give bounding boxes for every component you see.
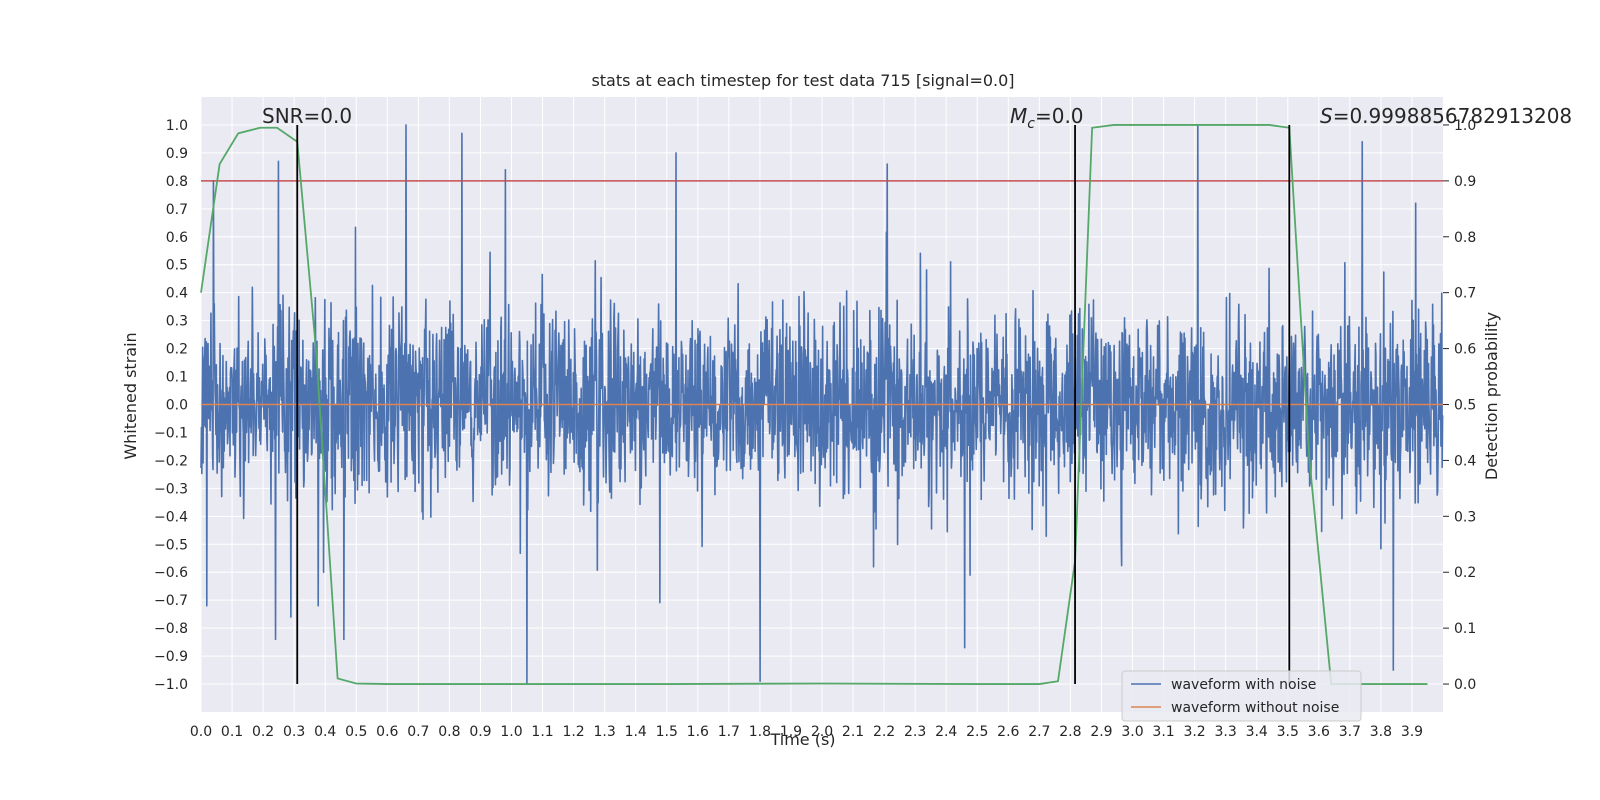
y2-tick-label: 1.0 <box>1454 118 1476 134</box>
x-tick-label: 1.1 <box>531 724 553 740</box>
x-tick-label: 0.9 <box>469 724 491 740</box>
x-tick-label: 2.4 <box>935 724 957 740</box>
series-detection-probability <box>200 124 1428 685</box>
x-tick-label: 3.6 <box>1308 724 1330 740</box>
x-tick-label: 3.4 <box>1246 724 1268 740</box>
x-tick-label: 1.2 <box>562 724 584 740</box>
x-tick-label: 1.8 <box>749 724 771 740</box>
y-tick-label: −0.4 <box>154 509 188 525</box>
x-tick-label: 0.3 <box>283 724 305 740</box>
legend-box <box>1121 670 1362 722</box>
legend-label-waveform-without-noise: waveform without noise <box>1171 700 1339 716</box>
y-tick-label: 1.0 <box>166 118 188 134</box>
y-tick-label: 0.5 <box>166 258 188 274</box>
x-tick-label: 2.1 <box>842 724 864 740</box>
y2-tick-label: 0.4 <box>1454 453 1476 469</box>
y-tick-label: 0.2 <box>166 342 188 358</box>
x-tick-label: 1.5 <box>656 724 678 740</box>
vertical-markers <box>296 124 1291 685</box>
x-tick-label: 0.0 <box>190 724 212 740</box>
x-tick-label: 2.3 <box>904 724 926 740</box>
y-tick-label: 0.4 <box>166 286 188 302</box>
y2-tick-label: 0.8 <box>1454 230 1476 246</box>
x-tick-label: 3.1 <box>1152 724 1174 740</box>
x-tick-label: 1.7 <box>718 724 740 740</box>
annotation-mc-subscript: c <box>1027 116 1035 132</box>
y2-tick-label: 0.0 <box>1454 677 1476 693</box>
x-tick-label: 0.5 <box>345 724 367 740</box>
y-tick-label: −0.8 <box>154 621 188 637</box>
y-tick-label: −0.6 <box>154 565 188 581</box>
annotation-snr: SNR=0.0 <box>262 104 352 128</box>
annotation-s-symbol: S <box>1320 104 1333 128</box>
x-tick-label: 1.0 <box>500 724 522 740</box>
annotation-mc-value: =0.0 <box>1035 104 1084 128</box>
x-tick-label: 1.3 <box>594 724 616 740</box>
legend-label-waveform-with-noise: waveform with noise <box>1171 677 1316 693</box>
x-tick-label: 0.2 <box>252 724 274 740</box>
y2-tick-label: 0.3 <box>1454 509 1476 525</box>
x-tick-label: 2.6 <box>997 724 1019 740</box>
x-tick-label: 0.7 <box>407 724 429 740</box>
plot-area <box>200 124 1444 685</box>
x-tick-label: 2.7 <box>1028 724 1050 740</box>
y-tick-label: −0.1 <box>154 425 188 441</box>
x-tick-label: 3.8 <box>1370 724 1392 740</box>
annotation-s: S=0.9998856782913208 <box>1320 104 1572 128</box>
series-waveform-with-noise <box>200 124 1444 685</box>
y-tick-label: 0.7 <box>166 202 188 218</box>
x-tick-label: 0.8 <box>438 724 460 740</box>
x-tick-label: 2.8 <box>1059 724 1081 740</box>
x-tick-label: 0.1 <box>221 724 243 740</box>
y-tick-label: −0.3 <box>154 481 188 497</box>
x-tick-label: 3.7 <box>1339 724 1361 740</box>
y2-tick-label: 0.7 <box>1454 286 1476 302</box>
x-tick-label: 3.2 <box>1183 724 1205 740</box>
y-tick-label: 0.1 <box>166 370 188 386</box>
y-axis-label: Whitened strain <box>121 332 140 459</box>
y2-tick-label: 0.2 <box>1454 565 1476 581</box>
y-tick-label: −0.5 <box>154 537 188 553</box>
y-tick-label: 0.6 <box>166 230 188 246</box>
x-tick-label: 1.6 <box>687 724 709 740</box>
annotation-s-value: =0.9998856782913208 <box>1333 104 1572 128</box>
x-tick-label: 3.9 <box>1401 724 1423 740</box>
y-tick-label: 0.0 <box>166 398 188 414</box>
x-tick-label: 3.5 <box>1277 724 1299 740</box>
y-tick-label: −1.0 <box>154 677 188 693</box>
y-tick-label: 0.8 <box>166 174 188 190</box>
y2-axis-ticks: 0.0 0.1 0.2 0.3 0.4 0.5 0.6 0.7 0.8 0.9 1.0 <box>1443 118 1476 693</box>
y2-axis-label: Detection probability <box>1482 312 1501 480</box>
annotation-mc-symbol: M <box>1010 104 1027 128</box>
legend: waveform with noise waveform without noi… <box>1121 670 1362 722</box>
x-tick-label: 3.0 <box>1121 724 1143 740</box>
x-tick-label: 2.0 <box>811 724 833 740</box>
y-tick-label: −0.9 <box>154 649 188 665</box>
x-tick-label: 0.6 <box>376 724 398 740</box>
x-axis-ticks: 0.0 0.1 0.2 0.3 0.4 0.5 0.6 0.7 0.8 0.9 1.0 1.1 1.2 1… <box>190 724 1423 740</box>
x-tick-label: 1.9 <box>780 724 802 740</box>
y-tick-label: −0.7 <box>154 593 188 609</box>
x-tick-label: 2.5 <box>966 724 988 740</box>
chart-title: stats at each timestep for test data 715… <box>591 71 1014 90</box>
x-tick-label: 3.3 <box>1215 724 1237 740</box>
y2-tick-label: 0.6 <box>1454 342 1476 358</box>
x-tick-label: 2.9 <box>1090 724 1112 740</box>
y2-tick-label: 0.5 <box>1454 398 1476 414</box>
y2-tick-label: 0.9 <box>1454 174 1476 190</box>
y-tick-label: −0.2 <box>154 453 188 469</box>
x-tick-label: 0.4 <box>314 724 336 740</box>
y2-tick-label: 0.1 <box>1454 621 1476 637</box>
x-axis-label: Time (s) <box>769 730 835 749</box>
x-tick-label: 1.4 <box>625 724 647 740</box>
y-axis-ticks: −1.0 −0.9 −0.8 −0.7 −0.6 −0.5 −0.4 −0.3 −0.2 −0.1… <box>154 118 188 693</box>
y-tick-label: 0.9 <box>166 146 188 162</box>
y-tick-label: 0.3 <box>166 314 188 330</box>
annotation-mc: Mc=0.0 <box>1010 104 1084 132</box>
x-tick-label: 2.2 <box>873 724 895 740</box>
